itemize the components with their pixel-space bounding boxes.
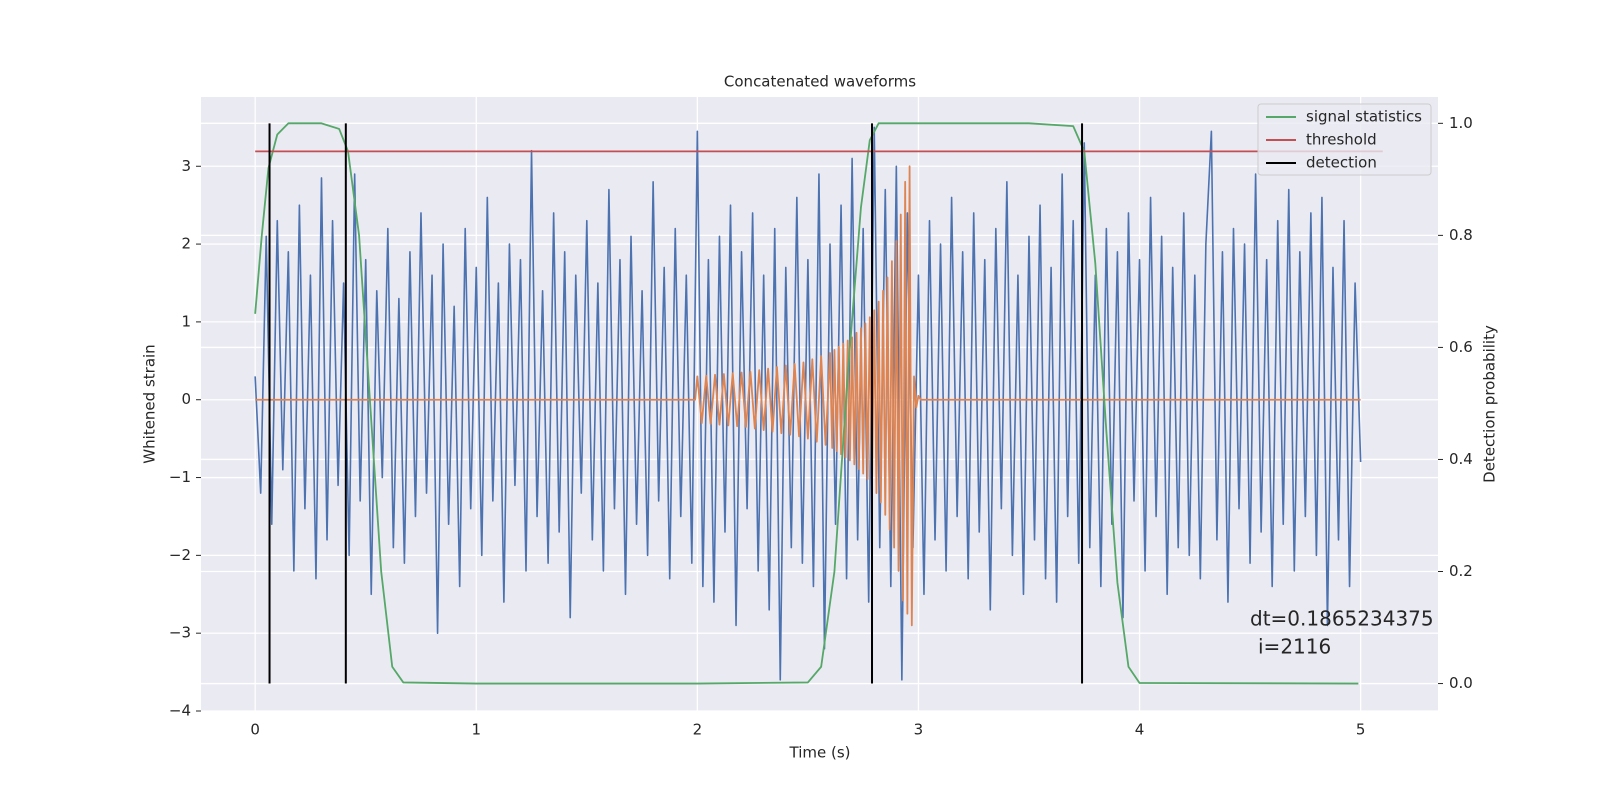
x-tick-label: 5 [1356,721,1366,739]
marks [254,122,1383,685]
y2-tick-label: 1.0 [1449,114,1473,132]
legend-box [1257,103,1432,176]
y2-tick-label: 0.4 [1449,450,1473,468]
y-tick-label: −4 [169,702,191,720]
y-tick-label: 2 [181,235,191,253]
x-tick-label: 3 [914,721,924,739]
legend-label: threshold [1306,131,1377,149]
annotation: dt=0.1865234375 [1250,607,1434,631]
y-tick-label: −1 [169,468,191,486]
y-tick-label: 3 [181,157,191,175]
chart-title: Concatenated waveforms [724,73,916,91]
x-tick-label: 4 [1135,721,1145,739]
series-line [254,126,1362,681]
annotation: i=2116 [1258,635,1331,659]
y2-tick-label: 0.8 [1449,226,1473,244]
y-axis-label: Whitened strain [141,344,159,463]
y2-tick-label: 0.6 [1449,338,1473,356]
y-tick-label: −3 [169,624,191,642]
x-tick-label: 0 [250,721,260,739]
y-tick-label: 1 [181,312,191,330]
legend: signal statistics threshold detection [1257,103,1432,176]
x-tick-label: 1 [471,721,481,739]
y2-tick-label: 0.0 [1449,674,1473,692]
x-axis-label: Time (s) [789,744,851,762]
x-tick-label: 2 [693,721,703,739]
series-line [255,165,1361,627]
legend-label: detection [1306,154,1377,172]
y2-axis-label: Detection probability [1481,325,1499,483]
legend-label: signal statistics [1306,108,1422,126]
y-tick-label: −2 [169,546,191,564]
y2-tick-label: 0.2 [1449,562,1473,580]
y-tick-label: 0 [181,390,191,408]
series-line [254,122,1359,685]
